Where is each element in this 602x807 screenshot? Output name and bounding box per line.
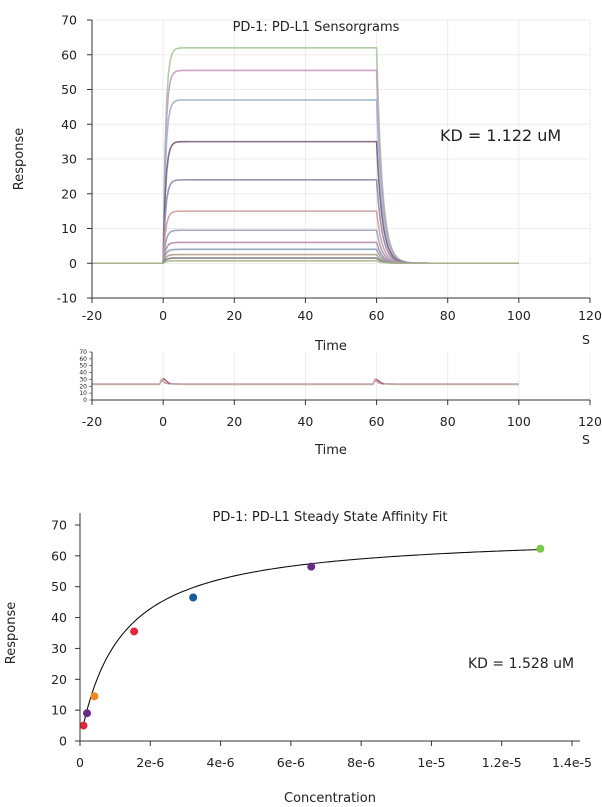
y-tick-label: 50 bbox=[61, 82, 77, 97]
y-tick-label: 60 bbox=[79, 356, 87, 363]
x-tick-label: 60 bbox=[369, 308, 385, 323]
fit-line bbox=[82, 548, 541, 725]
residual-spike bbox=[162, 377, 385, 385]
y-tick-label: 10 bbox=[79, 390, 87, 397]
residual-x-label: Time bbox=[314, 443, 347, 458]
x-tick-label: 2e-6 bbox=[136, 755, 164, 770]
sensorgram-title: PD-1: PD-L1 Sensorgrams bbox=[233, 20, 400, 35]
affinity-x-ticks: 0 2e-6 4e-6 6e-6 8e-6 1e-5 1.2e-5 1.4e-5 bbox=[76, 741, 592, 770]
sensorgram-series-line bbox=[92, 260, 519, 265]
sensorgram-kd-annotation: KD = 1.122 uM bbox=[440, 126, 561, 145]
x-tick-label: 60 bbox=[369, 414, 385, 429]
x-tick-label: 20 bbox=[226, 414, 242, 429]
y-tick-label: 60 bbox=[61, 47, 77, 62]
affinity-title: PD-1: PD-L1 Steady State Affinity Fit bbox=[213, 510, 448, 525]
affinity-panel: 0 10 20 30 40 50 60 70 0 2e-6 4e-6 6e-6 8e-6 1e-5 1.2… bbox=[4, 510, 592, 806]
y-tick-label: 30 bbox=[79, 376, 87, 383]
affinity-x-label: Concentration bbox=[284, 791, 376, 806]
x-tick-label: 80 bbox=[440, 308, 456, 323]
x-tick-label: 20 bbox=[226, 308, 242, 323]
y-tick-label: 50 bbox=[51, 579, 67, 594]
x-tick-label: 1.2e-5 bbox=[482, 755, 522, 770]
x-tick-label: 0 bbox=[76, 755, 84, 770]
y-tick-label: -10 bbox=[57, 291, 77, 306]
sensorgram-y-ticks: -10 0 10 20 30 40 50 60 70 bbox=[57, 13, 92, 306]
y-tick-label: 20 bbox=[61, 186, 77, 201]
y-tick-label: 40 bbox=[79, 370, 87, 377]
y-tick-label: 30 bbox=[61, 152, 77, 167]
residual-curves bbox=[92, 377, 519, 386]
data-point bbox=[83, 709, 92, 718]
y-tick-label: 70 bbox=[79, 349, 87, 356]
x-tick-label: -20 bbox=[82, 308, 102, 323]
data-point bbox=[536, 544, 545, 553]
residual-series-line bbox=[92, 380, 519, 385]
residual-grid bbox=[162, 352, 591, 400]
sensorgram-x-unit: S bbox=[582, 332, 590, 347]
y-tick-label: 50 bbox=[79, 363, 87, 370]
y-tick-label: 40 bbox=[61, 117, 77, 132]
y-tick-label: 60 bbox=[51, 548, 67, 563]
y-tick-label: 10 bbox=[61, 221, 77, 236]
y-tick-label: 20 bbox=[51, 672, 67, 687]
y-tick-label: 0 bbox=[59, 734, 67, 749]
x-tick-label: 100 bbox=[507, 308, 531, 323]
data-point bbox=[130, 627, 139, 636]
x-tick-label: 40 bbox=[297, 414, 313, 429]
data-point bbox=[307, 562, 316, 571]
residual-x-ticks: -20 0 20 40 60 80 100 120 bbox=[82, 400, 602, 429]
residual-x-unit: S bbox=[582, 432, 590, 447]
x-tick-label: 0 bbox=[159, 414, 167, 429]
y-tick-label: 0 bbox=[69, 256, 77, 271]
y-tick-label: 20 bbox=[79, 383, 87, 390]
sensorgram-x-label: Time bbox=[314, 339, 347, 354]
x-tick-label: 1e-5 bbox=[417, 755, 445, 770]
affinity-points bbox=[79, 544, 545, 730]
x-tick-label: 100 bbox=[507, 414, 531, 429]
affinity-y-ticks: 0 10 20 30 40 50 60 70 bbox=[51, 518, 80, 749]
sensorgram-curves bbox=[92, 47, 519, 265]
x-tick-label: 80 bbox=[440, 414, 456, 429]
y-tick-label: 10 bbox=[51, 703, 67, 718]
x-tick-label: 8e-6 bbox=[347, 755, 375, 770]
y-tick-label: 70 bbox=[51, 518, 67, 533]
x-tick-label: 4e-6 bbox=[207, 755, 235, 770]
y-tick-label: 70 bbox=[61, 13, 77, 28]
x-tick-label: 120 bbox=[578, 414, 602, 429]
sensorgram-grid bbox=[92, 19, 591, 298]
sensorgram-panel: -10 0 10 20 30 40 50 60 70 -20 0 20 40 60 80 100 120 PD… bbox=[12, 13, 602, 355]
x-tick-label: 1.4e-5 bbox=[552, 755, 592, 770]
x-tick-label: 6e-6 bbox=[277, 755, 305, 770]
data-point bbox=[90, 692, 99, 701]
data-point bbox=[79, 721, 88, 730]
x-tick-label: 40 bbox=[297, 308, 313, 323]
y-tick-label: 40 bbox=[51, 610, 67, 625]
x-tick-label: 120 bbox=[578, 308, 602, 323]
affinity-fit-curve bbox=[82, 548, 541, 725]
affinity-kd-annotation: KD = 1.528 uM bbox=[468, 656, 574, 672]
sensorgram-x-ticks: -20 0 20 40 60 80 100 120 bbox=[82, 298, 602, 323]
data-point bbox=[189, 593, 198, 602]
sensorgram-y-label: Response bbox=[12, 128, 27, 190]
y-tick-label: 0 bbox=[83, 397, 87, 404]
y-tick-label: 30 bbox=[51, 641, 67, 656]
x-tick-label: -20 bbox=[82, 414, 102, 429]
affinity-y-label: Response bbox=[4, 602, 19, 664]
x-tick-label: 0 bbox=[159, 308, 167, 323]
